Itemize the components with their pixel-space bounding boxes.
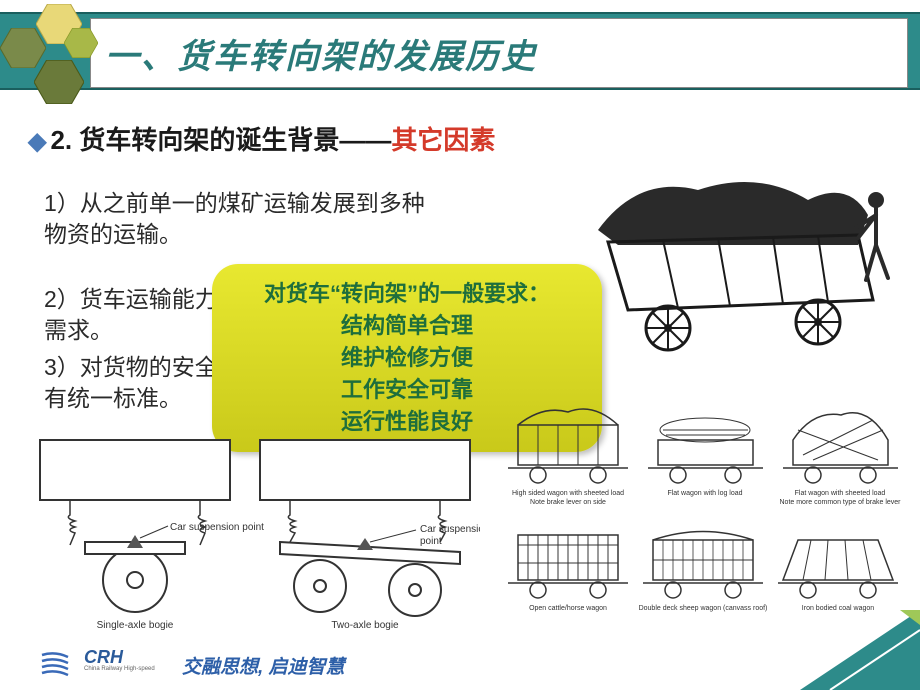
hex-cluster: [0, 4, 130, 114]
wagon-grid: High sided wagon with sheeted load Note …: [503, 400, 908, 630]
svg-text:Note more common type of brake: Note more common type of brake lever: [780, 499, 902, 506]
susp-label-left: Car suspension point: [170, 522, 264, 533]
crh-logo-stripes-icon: [40, 651, 70, 679]
callout-item: 结构简单合理: [341, 310, 473, 342]
svg-text:point: point: [420, 536, 442, 547]
crh-logo: CRH China Railway High-speed: [84, 648, 168, 682]
footer: CRH China Railway High-speed 交融思想, 启迪智慧: [40, 648, 345, 682]
slide-title: 一、货车转向架的发展历史: [105, 29, 537, 78]
subtitle-highlight: 其它因素: [391, 125, 495, 155]
svg-text:Double deck sheep wagon (canva: Double deck sheep wagon (canvass roof): [639, 605, 768, 612]
callout-item: 工作安全可靠: [341, 374, 473, 406]
two-axle-label: Two-axle bogie: [331, 620, 399, 630]
svg-text:Flat wagon with sheeted load: Flat wagon with sheeted load: [795, 490, 886, 497]
callout-item: 维护检修方便: [341, 342, 473, 374]
bullet-icon: ◆: [28, 128, 46, 155]
bogie-diagram: Car suspension point Single-axle bogie C…: [30, 430, 480, 630]
footer-slogan: 交融思想, 启迪智慧: [182, 652, 345, 679]
crh-logo-text: CRH: [84, 648, 123, 666]
single-axle-label: Single-axle bogie: [97, 620, 174, 630]
subtitle-prefix: 2. 货车转向架的诞生背景——: [50, 125, 391, 155]
header-band: 一、货车转向架的发展历史: [0, 12, 920, 90]
svg-text:High sided wagon with sheeted: High sided wagon with sheeted load: [512, 490, 624, 497]
coal-wagon-illustration: [558, 160, 898, 360]
subtitle: ◆2. 货车转向架的诞生背景——其它因素: [28, 120, 495, 157]
svg-text:Open cattle/horse wagon: Open cattle/horse wagon: [529, 605, 607, 612]
header-inner: 一、货车转向架的发展历史: [90, 18, 908, 88]
svg-text:Note brake lever on side: Note brake lever on side: [530, 499, 606, 506]
point-1: 1）从之前单一的煤矿运输发展到多种物资的运输。: [44, 188, 434, 250]
susp-label-right: Car suspension point: [420, 524, 480, 535]
crh-logo-subtext: China Railway High-speed: [84, 666, 155, 672]
svg-text:Flat wagon with log load: Flat wagon with log load: [667, 490, 742, 497]
callout-title: 对货车“转向架”的一般要求：: [264, 278, 550, 310]
corner-decoration: [800, 610, 920, 690]
